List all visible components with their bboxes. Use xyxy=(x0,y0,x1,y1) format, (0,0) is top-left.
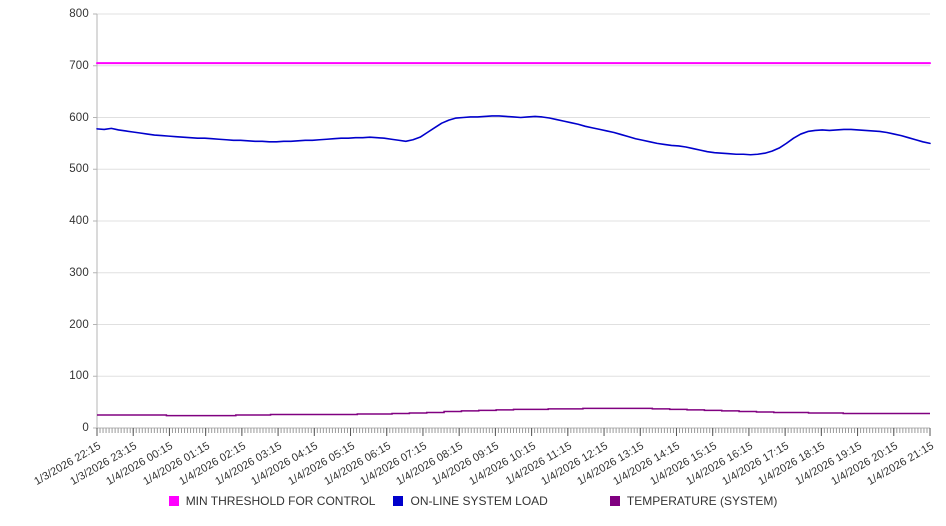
y-axis-tick-label: 100 xyxy=(69,370,89,383)
y-axis-tick-label: 200 xyxy=(69,318,89,331)
legend-swatch-online-system-load xyxy=(393,496,404,506)
gridlines xyxy=(97,13,930,429)
y-axis-tick-label: 300 xyxy=(69,266,89,279)
legend-swatch-min-threshold xyxy=(168,496,179,506)
y-axis-tick-label: 600 xyxy=(69,111,89,124)
legend-item-min-threshold[interactable]: MIN THRESHOLD FOR CONTROL xyxy=(168,494,376,508)
y-axis-tick-label: 0 xyxy=(82,422,89,434)
chart-legend: MIN THRESHOLD FOR CONTROL ON-LINE SYSTEM… xyxy=(0,494,946,508)
y-axis-tick-label: 400 xyxy=(69,215,89,227)
legend-item-temperature[interactable]: TEMPERATURE (SYSTEM) xyxy=(609,494,778,508)
x-axis-minor-ticks xyxy=(96,428,931,433)
y-axis-tick-label: 700 xyxy=(69,59,89,72)
legend-label-min-threshold: MIN THRESHOLD FOR CONTROL xyxy=(185,494,376,508)
series-lines xyxy=(96,62,931,417)
legend-item-online-system-load[interactable]: ON-LINE SYSTEM LOAD xyxy=(393,494,548,508)
legend-label-online-system-load: ON-LINE SYSTEM LOAD xyxy=(410,494,548,508)
y-axis-tick-label: 800 xyxy=(69,8,89,20)
legend-swatch-temperature xyxy=(609,496,620,506)
x-axis-major-ticks xyxy=(96,428,931,436)
legend-label-temperature: TEMPERATURE (SYSTEM) xyxy=(626,494,778,508)
y-axis-tick-label: 500 xyxy=(69,163,89,176)
